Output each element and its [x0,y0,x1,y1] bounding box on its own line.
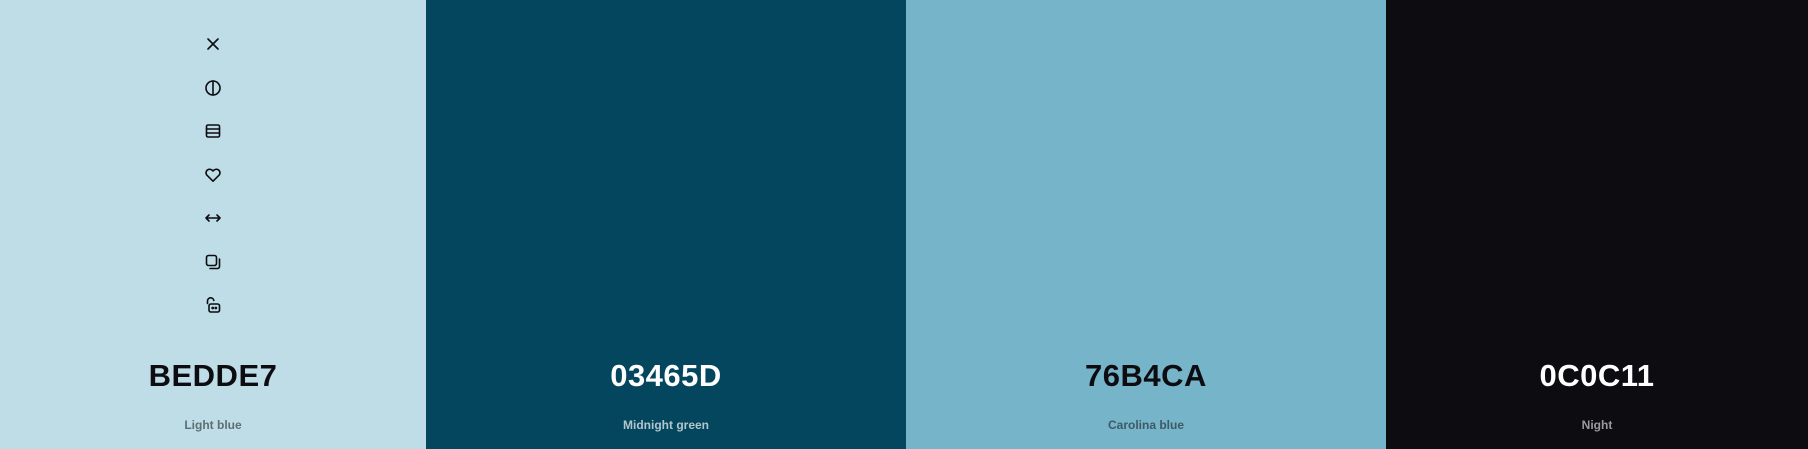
hex-code[interactable]: 76B4CA [1085,358,1207,393]
drag-icon[interactable] [199,204,227,232]
swatch-toolbar [0,30,426,335]
swatch-carolina-blue[interactable]: 76B4CA Carolina blue [906,0,1386,449]
color-name[interactable]: Night [1581,418,1613,432]
hex-code[interactable]: 03465D [610,358,722,393]
swatch-light-blue[interactable]: BEDDE7 Light blue [0,0,426,449]
unlock-icon[interactable] [199,291,227,319]
hex-code[interactable]: 0C0C11 [1539,358,1655,393]
copy-icon[interactable] [199,248,227,276]
color-name[interactable]: Midnight green [623,418,709,432]
close-icon[interactable] [199,30,227,58]
heart-icon[interactable] [199,161,227,189]
contrast-icon[interactable] [199,74,227,102]
swatch-midnight-green[interactable]: 03465D Midnight green [426,0,906,449]
shades-icon[interactable] [199,117,227,145]
color-name[interactable]: Light blue [184,418,242,432]
swatch-night[interactable]: 0C0C11 Night [1386,0,1808,449]
hex-code[interactable]: BEDDE7 [148,358,278,393]
color-name[interactable]: Carolina blue [1107,418,1184,432]
